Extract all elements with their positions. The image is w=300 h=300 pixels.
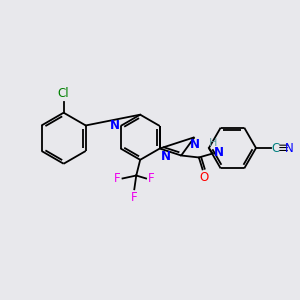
Text: F: F [131,191,138,204]
Text: H: H [208,138,217,148]
Text: N: N [161,149,171,163]
Text: F: F [114,172,121,185]
Text: Cl: Cl [58,87,69,100]
Text: F: F [148,172,155,185]
Text: N: N [190,138,200,151]
Text: C: C [272,142,280,154]
Text: ≡: ≡ [278,142,289,154]
Text: O: O [199,171,208,184]
Text: N: N [110,119,120,133]
Text: N: N [284,142,293,154]
Text: N: N [214,146,224,159]
